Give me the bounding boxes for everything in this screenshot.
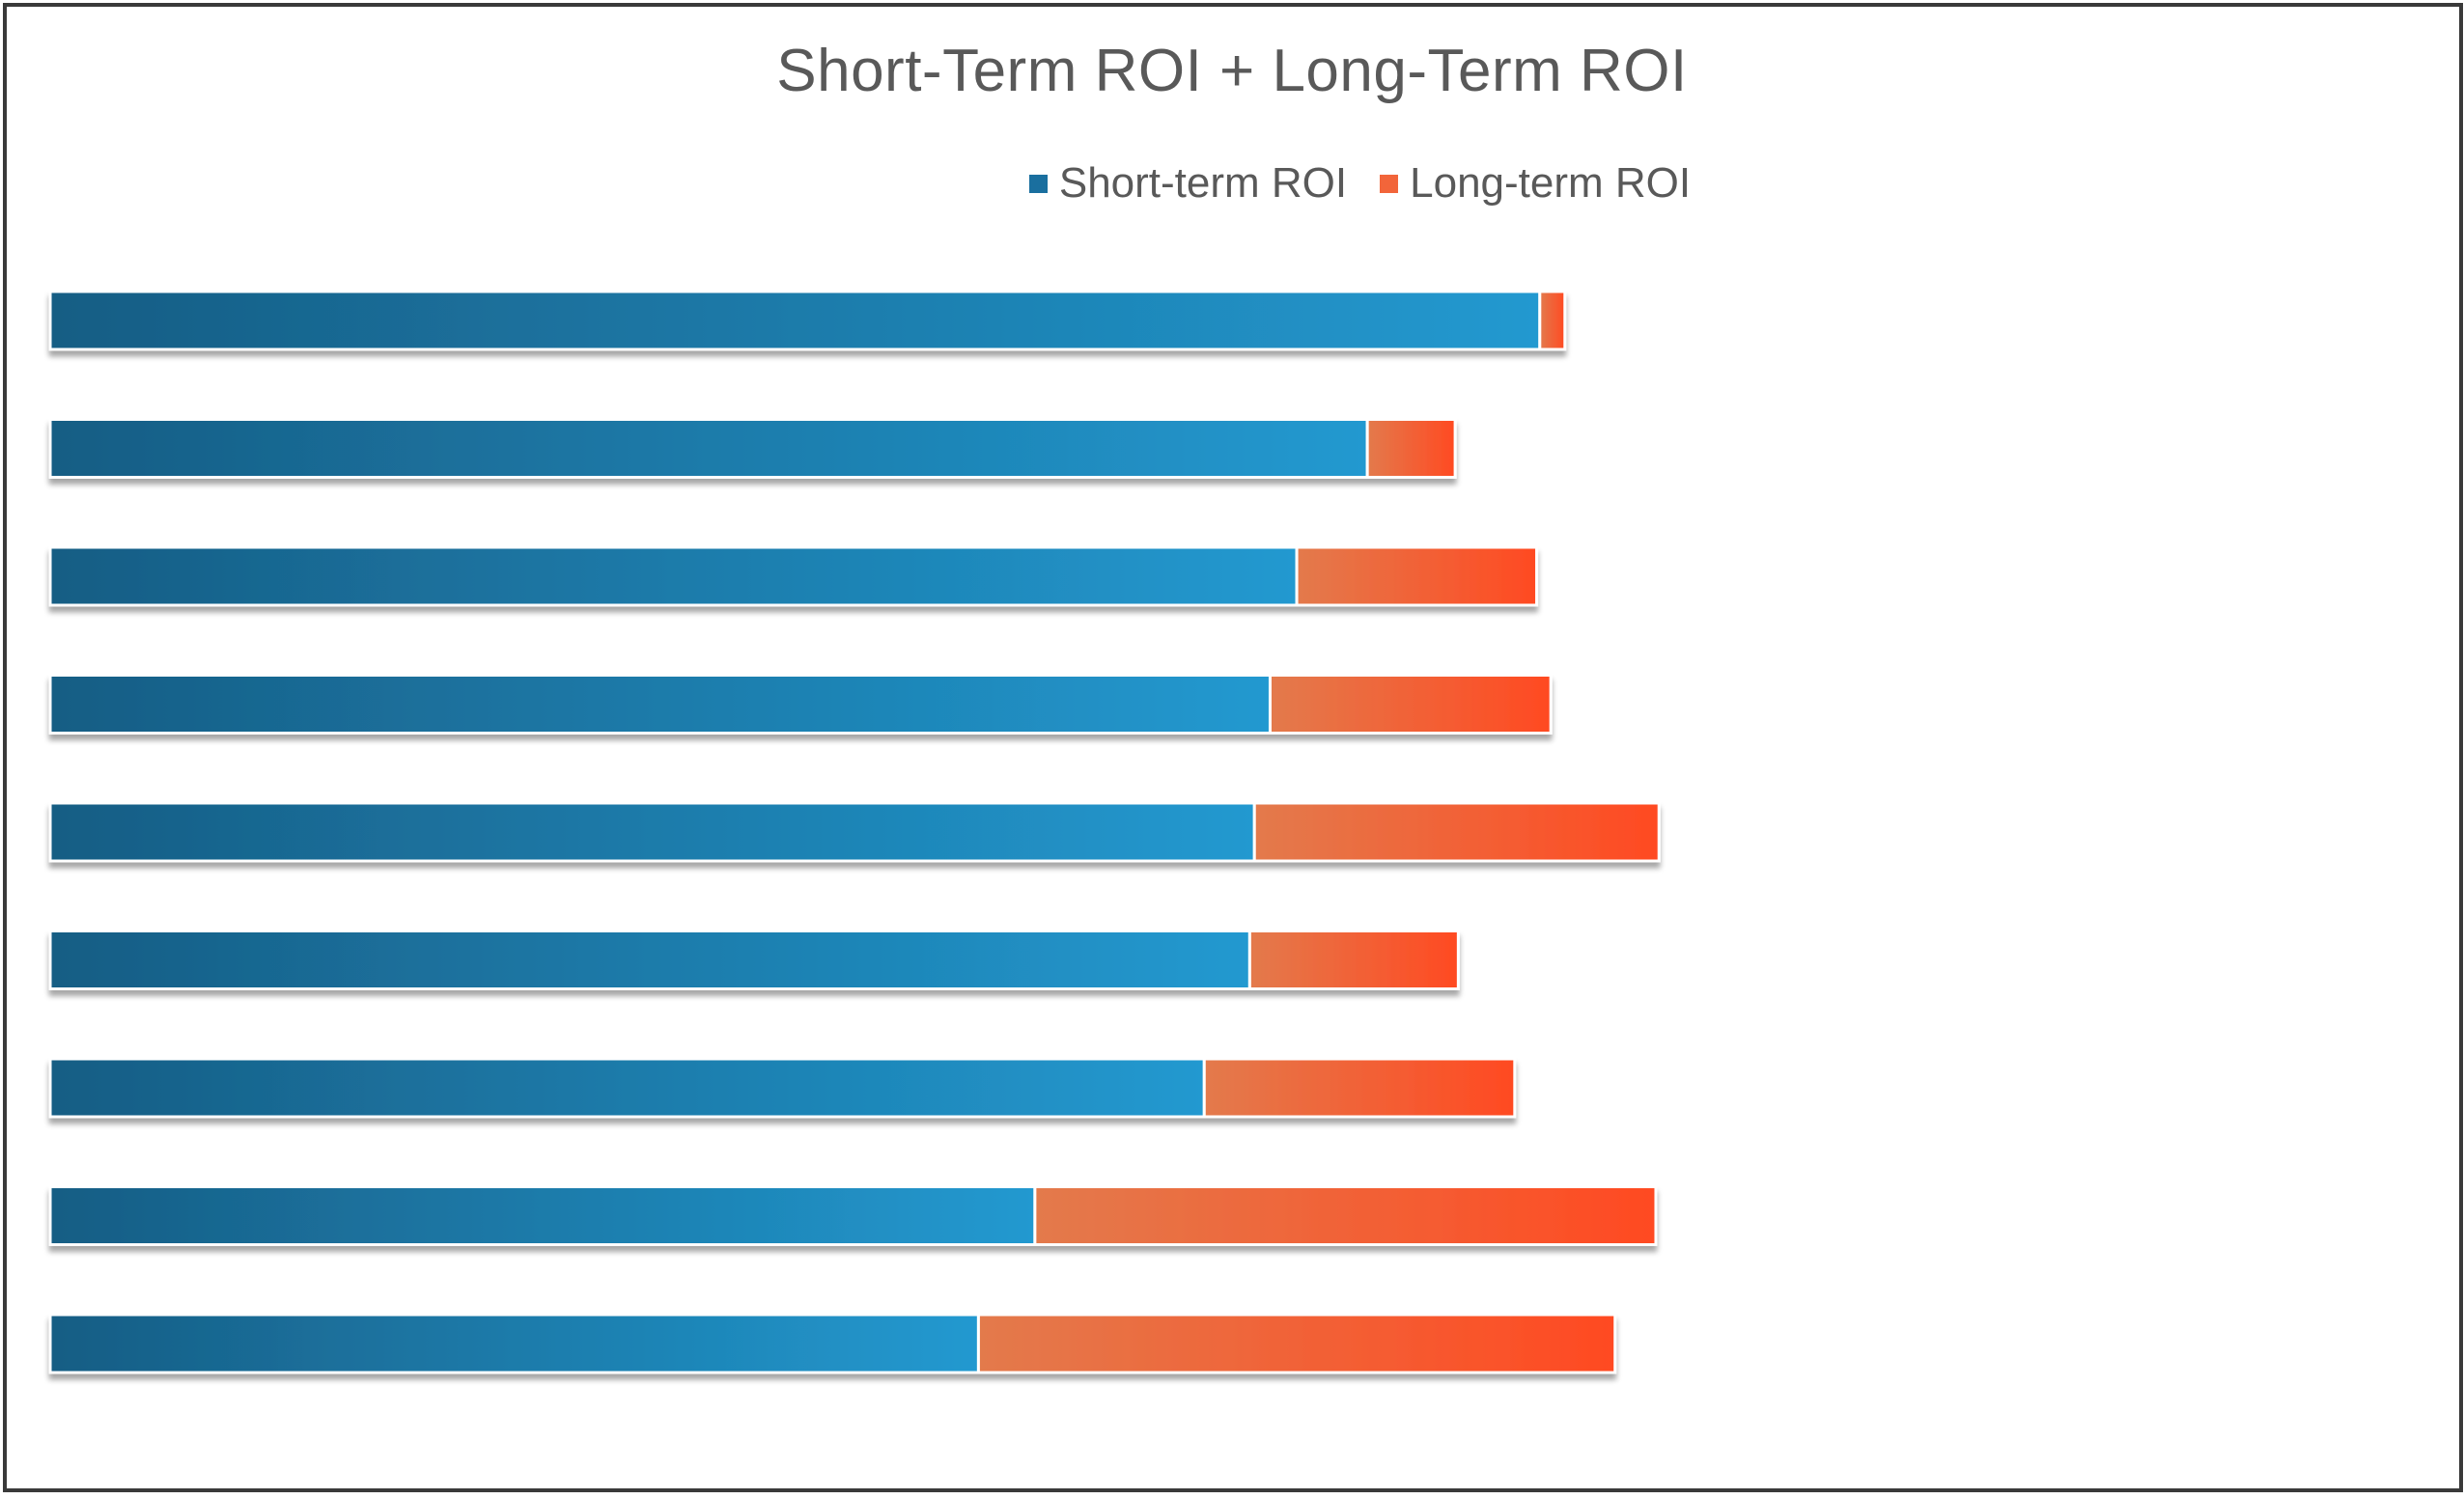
bar-short-term-roi <box>48 930 1251 990</box>
bar-long-term-roi <box>1365 418 1457 479</box>
legend-swatch-short-term <box>1028 174 1048 193</box>
chart-title: Short-Term ROI + Long-Term ROI <box>776 38 1688 104</box>
bar-short-term-roi <box>48 674 1272 735</box>
bar-row <box>48 930 1460 990</box>
bar-long-term-roi <box>976 1313 1617 1374</box>
bar-row <box>48 1185 1658 1246</box>
bar-short-term-roi <box>48 1185 1037 1246</box>
legend-label-long-term: Long-term ROI <box>1410 159 1692 207</box>
bar-short-term-roi <box>48 801 1256 863</box>
bar-row <box>48 674 1553 735</box>
bar-short-term-roi <box>48 290 1542 351</box>
bar-row <box>48 545 1539 607</box>
bar-long-term-roi <box>1247 930 1460 990</box>
bar-row <box>48 801 1661 863</box>
legend-swatch-long-term <box>1380 174 1399 193</box>
bar-long-term-roi <box>1295 545 1539 607</box>
legend-item-short-term: Short-term ROI <box>1028 159 1348 208</box>
bar-short-term-roi <box>48 1313 980 1374</box>
bar-long-term-roi <box>1538 290 1567 351</box>
bar-row <box>48 1057 1517 1119</box>
legend-item-long-term: Long-term ROI <box>1380 159 1691 208</box>
chart-legend: Short-term ROI Long-term ROI <box>0 159 2464 208</box>
bar-row <box>48 290 1567 351</box>
bar-long-term-roi <box>1268 674 1553 735</box>
bar-long-term-roi <box>1033 1185 1658 1246</box>
bar-long-term-roi <box>1202 1057 1517 1119</box>
bar-short-term-roi <box>48 1057 1206 1119</box>
bar-short-term-roi <box>48 545 1299 607</box>
bar-long-term-roi <box>1252 801 1661 863</box>
bar-row <box>48 418 1457 479</box>
bar-short-term-roi <box>48 418 1369 479</box>
legend-label-short-term: Short-term ROI <box>1058 159 1348 207</box>
bar-row <box>48 1313 1617 1374</box>
